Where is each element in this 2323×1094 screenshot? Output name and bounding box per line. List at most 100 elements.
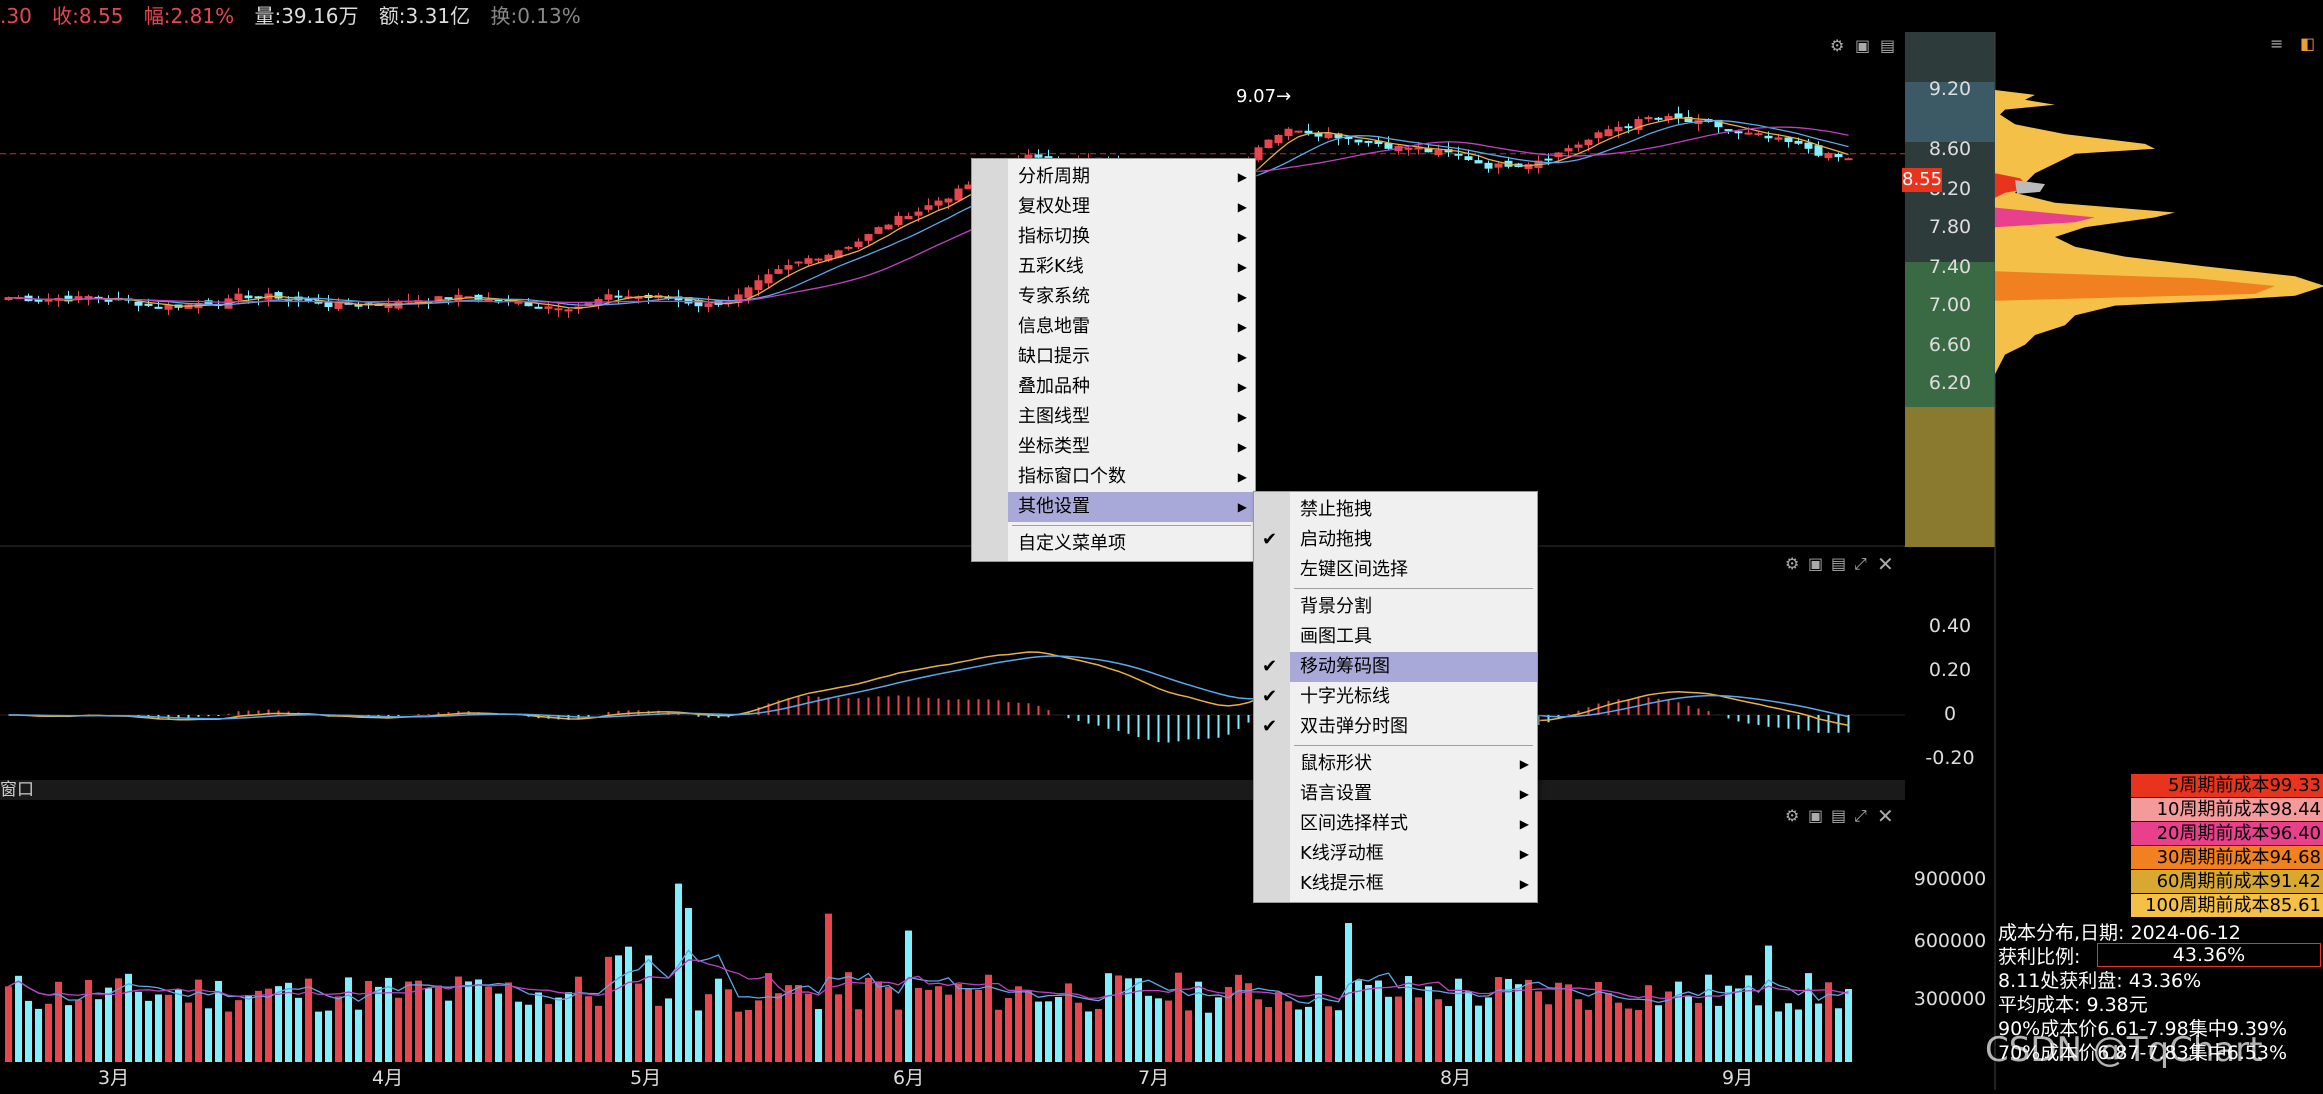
submenu-item[interactable]: ✔ 移动筹码图 <box>1262 652 1537 682</box>
candle <box>274 290 283 301</box>
submenu-item-label: 背景分割 <box>1300 596 1372 617</box>
menu-item[interactable]: 指标窗口个数 ▶ <box>1008 462 1255 492</box>
volume-bar <box>65 1005 72 1062</box>
menu-item[interactable]: 复权处理 ▶ <box>1008 192 1255 222</box>
volume-bar <box>1325 1006 1332 1062</box>
volume-bar <box>215 980 222 1062</box>
price-tick-label: 9.20 <box>1928 78 1972 100</box>
window-icon[interactable]: ▣ <box>1855 36 1871 55</box>
menu-item[interactable]: 主图线型 ▶ <box>1008 402 1255 432</box>
chevron-right-icon: ▶ <box>1519 787 1529 801</box>
turnover-value: 换:0.13% <box>490 4 581 28</box>
volume-bar <box>395 997 402 1062</box>
window-icon[interactable]: ▣ <box>1808 554 1824 573</box>
menu-item[interactable]: 专家系统 ▶ <box>1008 282 1255 312</box>
candle <box>164 301 173 316</box>
volume-bar <box>1515 984 1522 1062</box>
volume-bar <box>1365 984 1372 1062</box>
volume-bar <box>85 980 92 1062</box>
menu-item[interactable]: 自定义菜单项 <box>1008 529 1255 559</box>
submenu-item[interactable]: 背景分割 <box>1290 592 1537 622</box>
submenu-item[interactable]: 禁止拖拽 <box>1290 495 1537 525</box>
month-label: 8月 <box>1440 1067 1472 1089</box>
menu-item-label: 指标切换 <box>1018 226 1090 247</box>
settings-icon[interactable]: ⚙ <box>1785 554 1800 573</box>
chip-distribution: ≡ ◧ <box>1905 32 2323 1090</box>
close-icon[interactable]: ✕ <box>1877 552 1894 576</box>
menu-item[interactable]: 缺口提示 ▶ <box>1008 342 1255 372</box>
candle <box>1664 113 1673 124</box>
maximize-icon[interactable]: ⤢ <box>1854 806 1867 825</box>
volume-bar <box>1125 978 1132 1062</box>
submenu-item[interactable]: K线提示框 ▶ <box>1290 869 1537 899</box>
settings-icon[interactable]: ⚙ <box>1785 806 1800 825</box>
menu-item[interactable]: 坐标类型 ▶ <box>1008 432 1255 462</box>
menu-item-label: 叠加品种 <box>1018 376 1090 397</box>
menu-item[interactable]: 信息地雷 ▶ <box>1008 312 1255 342</box>
volume-bar <box>525 1004 532 1062</box>
candle <box>1634 116 1643 135</box>
volume-bar <box>1375 980 1382 1062</box>
kline-chart[interactable]: ⚙ ▣ ▤ <box>0 32 1905 547</box>
submenu-item[interactable]: 语言设置 ▶ <box>1290 779 1537 809</box>
layout-icon[interactable]: ▤ <box>1831 554 1847 573</box>
check-icon: ✔ <box>1262 716 1278 737</box>
menu-item[interactable]: 叠加品种 ▶ <box>1008 372 1255 402</box>
volume-bar <box>935 986 942 1062</box>
list-icon[interactable]: ≡ <box>2270 34 2284 53</box>
close-icon[interactable]: ✕ <box>1877 804 1894 828</box>
submenu-item[interactable]: 鼠标形状 ▶ <box>1290 749 1537 779</box>
menu-item[interactable]: 其他设置 ▶ <box>1008 492 1255 522</box>
submenu-item[interactable]: 区间选择样式 ▶ <box>1290 809 1537 839</box>
volume-bar <box>365 980 372 1062</box>
volume-bar <box>1315 975 1322 1062</box>
volume-bar <box>805 993 812 1062</box>
volume-bar <box>455 976 462 1062</box>
volume-bar <box>1075 1002 1082 1062</box>
profit-ratio-fill <box>2098 944 2195 966</box>
cost-row: 20周期前成本96.40 <box>2131 822 2323 845</box>
other-settings-submenu: 禁止拖拽 ✔ 启动拖拽 左键区间选择背景分割画图工具 ✔ 移动筹码图 ✔ 十字光标线 ✔ 双击弹分… <box>1253 491 1538 903</box>
menu-item[interactable]: 分析周期 ▶ <box>1008 162 1255 192</box>
submenu-item[interactable]: 左键区间选择 <box>1290 555 1537 585</box>
check-icon: ✔ <box>1262 686 1278 707</box>
volume-bar <box>405 981 412 1062</box>
candle <box>934 197 943 211</box>
menu-item[interactable]: 指标切换 ▶ <box>1008 222 1255 252</box>
chip-toggle-icon[interactable]: ◧ <box>2300 34 2316 53</box>
volume-bar <box>355 1009 362 1062</box>
window-icon[interactable]: ▣ <box>1808 806 1824 825</box>
menu-item-label: 自定义菜单项 <box>1018 533 1126 554</box>
macd-panel[interactable]: ⚙ ▣ ▤ ⤢ ✕ <box>0 548 1905 780</box>
candle <box>1604 125 1613 137</box>
submenu-item[interactable]: K线浮动框 ▶ <box>1290 839 1537 869</box>
submenu-item[interactable]: ✔ 十字光标线 <box>1262 682 1537 712</box>
volume-bar <box>865 977 872 1062</box>
volume-bar <box>1005 998 1012 1062</box>
volume-bar <box>1435 999 1442 1062</box>
layout-icon[interactable]: ▤ <box>1831 806 1847 825</box>
price-fragment: .30 <box>0 4 32 28</box>
candle <box>1364 140 1373 147</box>
candle <box>794 261 803 267</box>
settings-icon[interactable]: ⚙ <box>1830 36 1845 55</box>
volume-bar <box>735 1011 742 1062</box>
submenu-item[interactable]: ✔ 双击弹分时图 <box>1262 712 1537 742</box>
menu-item-label: 坐标类型 <box>1018 436 1090 457</box>
candle <box>64 290 73 304</box>
submenu-item[interactable]: 画图工具 <box>1290 622 1537 652</box>
volume-bar <box>705 994 712 1062</box>
month-label: 9月 <box>1722 1067 1754 1089</box>
volume-bar <box>695 1010 702 1062</box>
menu-item[interactable]: 五彩K线 ▶ <box>1008 252 1255 282</box>
chip-date: 成本分布,日期: 2024-06-12 <box>1998 922 2241 944</box>
layout-icon[interactable]: ▤ <box>1880 36 1896 55</box>
volume-bar <box>645 955 652 1062</box>
cost-row: 5周期前成本99.33 <box>2131 774 2323 797</box>
window-tab[interactable]: 窗口 <box>0 780 34 800</box>
volume-panel[interactable]: ⚙ ▣ ▤ ⤢ ✕ <box>0 800 1905 1065</box>
submenu-item[interactable]: ✔ 启动拖拽 <box>1262 525 1537 555</box>
volume-bar <box>1105 973 1112 1062</box>
maximize-icon[interactable]: ⤢ <box>1854 554 1867 573</box>
volume-bar <box>205 1008 212 1062</box>
